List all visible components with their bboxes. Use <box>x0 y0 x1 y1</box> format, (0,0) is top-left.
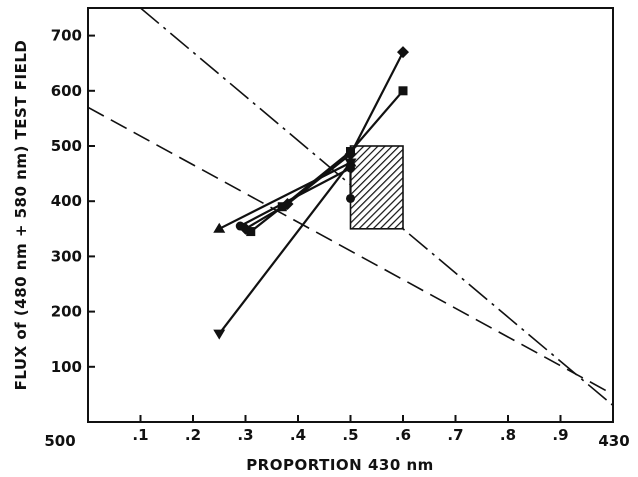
x-axis-title: PROPORTION 430 nm <box>246 456 434 474</box>
x-tick-label: .8 <box>500 426 516 444</box>
x-tick-label: .6 <box>395 426 411 444</box>
marker-triangle-up <box>213 222 226 233</box>
x-tick-label: .9 <box>552 426 568 444</box>
marker-triangle-down <box>344 158 357 169</box>
marker-diamond <box>281 197 294 210</box>
marker-circle <box>346 163 355 173</box>
x-tick-label: .2 <box>185 426 201 444</box>
series-line-triangle-up <box>218 161 351 230</box>
x-tick-label: .4 <box>290 426 306 444</box>
marker-diamond <box>239 222 252 235</box>
x-tick-label: .3 <box>237 426 253 444</box>
series-line-diamond <box>244 51 404 230</box>
series-line-triangle-down <box>218 161 352 335</box>
y-tick-label: 600 <box>51 82 82 100</box>
marker-circle <box>346 193 355 203</box>
marker-square <box>277 202 287 212</box>
reference-line-dash-dot <box>139 8 613 407</box>
y-tick-label: 300 <box>51 247 82 265</box>
marker-triangle-down <box>213 329 226 340</box>
reference-line-dashed <box>88 106 613 396</box>
y-tick-label: 200 <box>51 303 82 321</box>
y-tick-label: 700 <box>51 27 82 45</box>
marker-square <box>398 86 408 96</box>
x-tick-label: .7 <box>447 426 463 444</box>
x-tick-label: .1 <box>132 426 148 444</box>
y-axis-title: FLUX of (480 nm + 580 nm) TEST FIELD <box>12 40 30 391</box>
series-line-square <box>250 90 404 233</box>
y-tick-label: 100 <box>51 358 82 376</box>
marker-diamond <box>397 46 409 59</box>
y-tick-label: 500 <box>51 137 82 155</box>
marker-diamond <box>344 148 357 161</box>
marker-square <box>246 227 256 237</box>
shaded-region <box>349 145 404 230</box>
y-tick-label: 400 <box>51 192 82 210</box>
x-tick-label: .5 <box>342 426 358 444</box>
x-end-label-left: 500 <box>44 432 75 450</box>
x-end-label-right: 430 <box>598 432 629 450</box>
